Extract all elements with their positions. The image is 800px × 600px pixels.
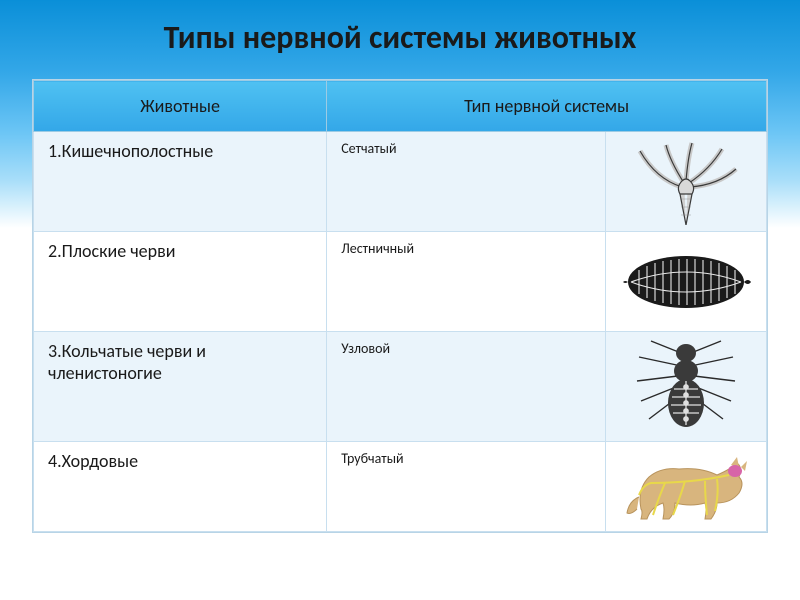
page-title: Типы нервной системы животных xyxy=(0,0,800,67)
illustration-cell xyxy=(605,132,766,232)
type-cell: Лестничный xyxy=(327,232,606,332)
table-row: 4.Хордовые Трубчатый xyxy=(34,442,767,532)
table-row: 1.Кишечнополостные Сетчатый xyxy=(34,132,767,232)
illustration-cell xyxy=(605,232,766,332)
type-cell: Узловой xyxy=(327,332,606,442)
col-header-animals: Животные xyxy=(34,81,327,132)
animal-cell: 1.Кишечнополостные xyxy=(34,132,327,232)
col-header-type: Тип нервной системы xyxy=(327,81,767,132)
table-row: 3.Кольчатые черви и членистоногие Узлово… xyxy=(34,332,767,442)
flatworm-icon xyxy=(621,252,751,312)
table: Животные Тип нервной системы 1.Кишечнопо… xyxy=(33,80,767,532)
type-cell: Сетчатый xyxy=(327,132,606,232)
table-row: 2.Плоские черви Лестничный xyxy=(34,232,767,332)
type-cell: Трубчатый xyxy=(327,442,606,532)
nervous-system-table: Животные Тип нервной системы 1.Кишечнопо… xyxy=(32,79,768,533)
arthropod-icon xyxy=(631,337,741,437)
slide: Типы нервной системы животных Животные Т… xyxy=(0,0,800,600)
table-header-row: Животные Тип нервной системы xyxy=(34,81,767,132)
cat-icon xyxy=(621,449,751,525)
animal-cell: 2.Плоские черви xyxy=(34,232,327,332)
hydra-icon xyxy=(626,139,746,225)
illustration-cell xyxy=(605,442,766,532)
animal-cell: 4.Хордовые xyxy=(34,442,327,532)
animal-cell: 3.Кольчатые черви и членистоногие xyxy=(34,332,327,442)
illustration-cell xyxy=(605,332,766,442)
